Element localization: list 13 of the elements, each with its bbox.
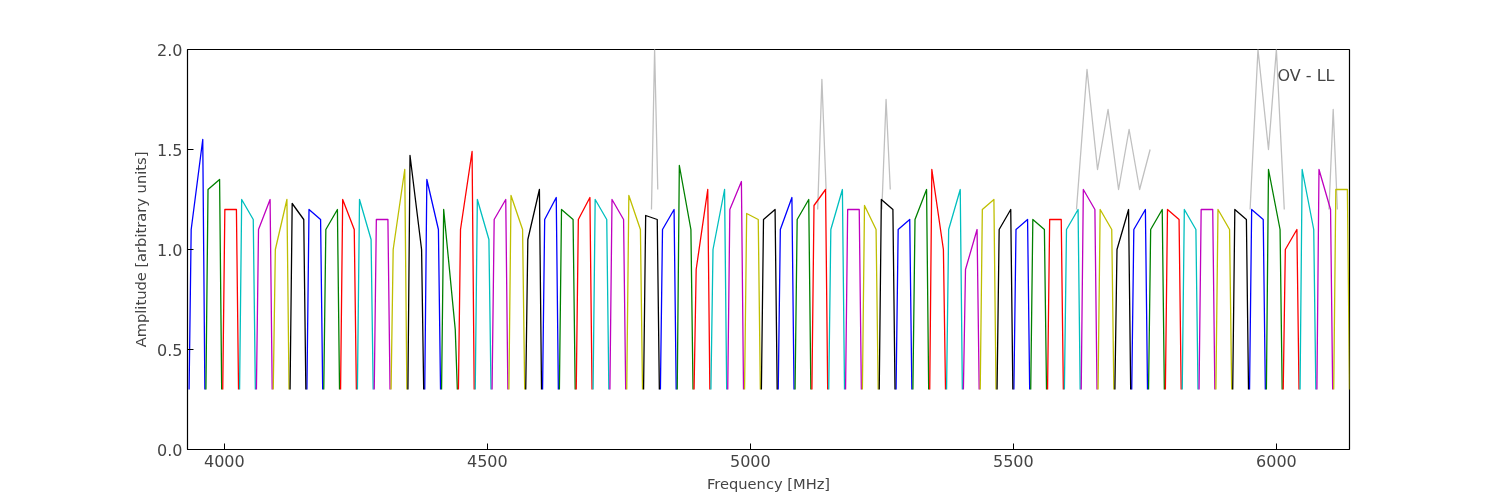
annotation: OV - LL xyxy=(1277,65,1335,85)
x-tick-label: 4500 xyxy=(466,451,508,471)
y-tick-label: 0.0 xyxy=(157,440,183,460)
y-tick-label: 1.0 xyxy=(157,240,183,260)
y-tick-label: 1.5 xyxy=(157,140,183,160)
y-axis-title: Amplitude [arbitrary units] xyxy=(132,151,150,348)
x-tick-label: 4000 xyxy=(203,451,245,471)
x-tick-label: 5000 xyxy=(729,451,771,471)
y-tick-label: 0.5 xyxy=(157,340,183,360)
y-tick-label: 2.0 xyxy=(157,40,183,60)
x-tick-label: 5500 xyxy=(993,451,1034,471)
x-tick-label: 6000 xyxy=(1256,451,1297,471)
x-axis-title: Frequency [MHz] xyxy=(706,474,831,492)
